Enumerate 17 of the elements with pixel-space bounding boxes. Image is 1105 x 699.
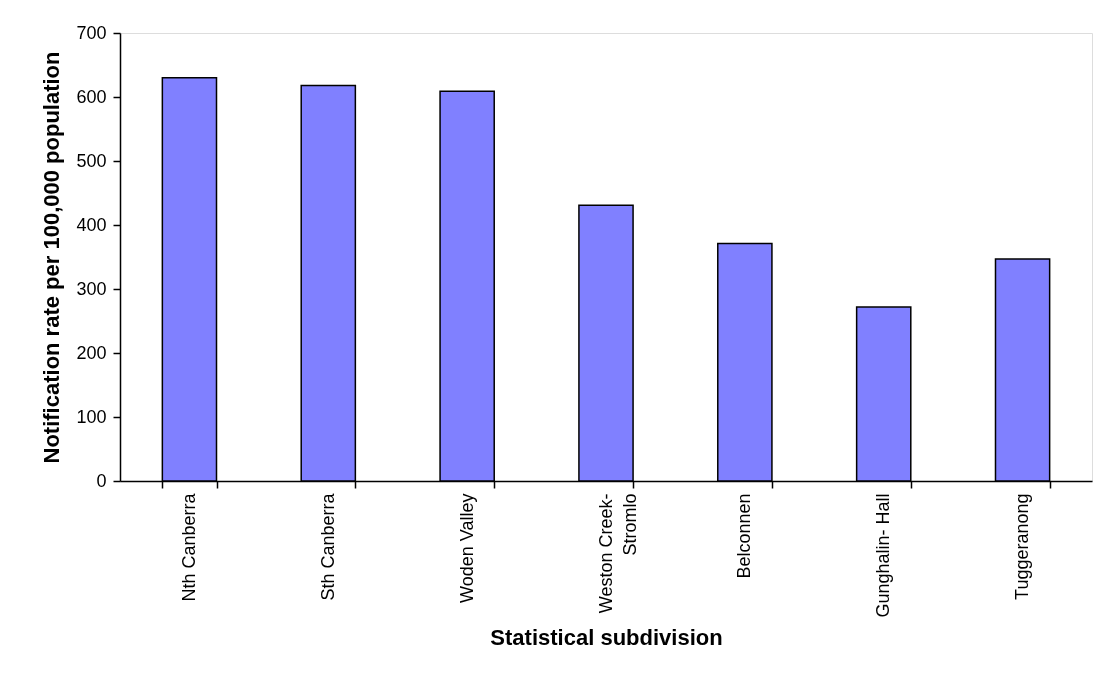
y-tick-label: 500 — [76, 150, 107, 171]
x-tick-label: Weston Creek- Stromlo — [595, 493, 640, 614]
x-tick-label: Gunghalin- Hall — [873, 493, 894, 618]
x-tick-label: Woden Valley — [456, 493, 477, 603]
y-tick-label: 300 — [76, 278, 107, 299]
y-tick-label: 200 — [76, 342, 107, 363]
x-tick-label: Belconnen — [734, 493, 755, 579]
y-tick-label: 400 — [76, 214, 107, 235]
y-tick-label: 600 — [76, 86, 107, 107]
x-tick-label: Sth Canberra — [317, 492, 338, 601]
y-axis-title: Notification rate per 100,000 population — [39, 51, 65, 464]
y-tick-label: 100 — [76, 406, 107, 427]
y-tick-label: 0 — [96, 470, 107, 491]
x-tick-label: Nth Canberra — [178, 492, 199, 602]
x-axis-title: Statistical subdivision — [490, 624, 723, 650]
x-tick-label: Tuggeranong — [1012, 493, 1033, 600]
y-tick-label: 700 — [76, 22, 107, 43]
